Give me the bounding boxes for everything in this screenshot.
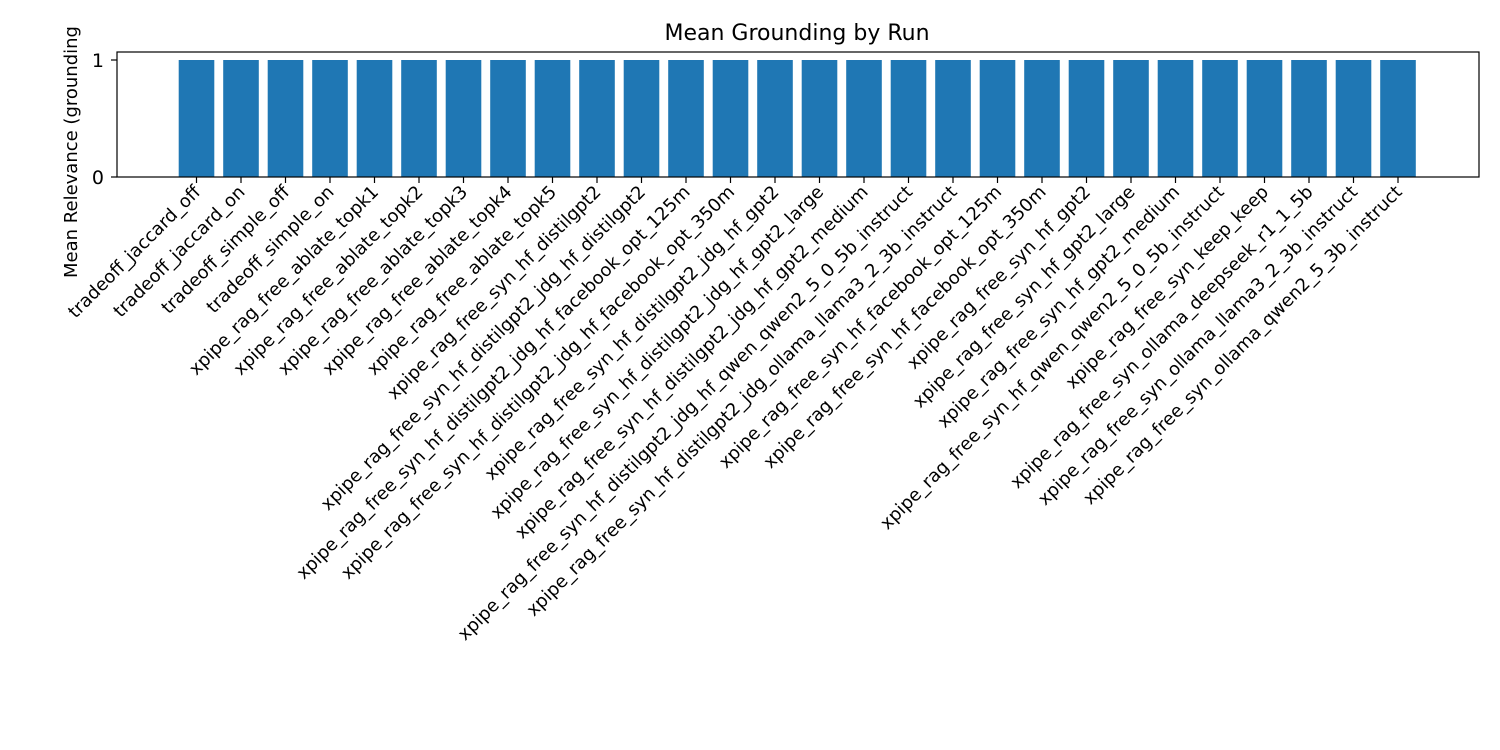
bar xyxy=(846,60,882,177)
bar xyxy=(668,60,704,177)
y-tick-label: 1 xyxy=(92,50,104,72)
y-axis-ticks: 01 xyxy=(92,50,117,189)
bar xyxy=(445,60,482,177)
bar xyxy=(1113,60,1149,177)
bar xyxy=(623,60,660,177)
bar xyxy=(935,60,971,177)
y-tick-label: 0 xyxy=(92,167,104,189)
bar xyxy=(1024,60,1060,177)
chart-title: Mean Grounding by Run xyxy=(664,21,929,46)
y-axis-label: Mean Relevance (grounding xyxy=(61,26,82,278)
x-axis-ticks: tradeoff_jaccard_offtradeoff_jaccard_ont… xyxy=(64,177,1407,645)
bar xyxy=(1291,60,1327,177)
bars-layer xyxy=(178,60,1416,177)
bar xyxy=(490,60,526,177)
bar xyxy=(801,60,838,177)
bar xyxy=(267,60,304,177)
bar xyxy=(1202,60,1238,177)
bar xyxy=(757,60,793,177)
bar xyxy=(1068,60,1105,177)
bar xyxy=(534,60,571,177)
bar xyxy=(223,60,259,177)
bar xyxy=(579,60,615,177)
bar xyxy=(890,60,927,177)
plot-frame xyxy=(116,51,1480,178)
bar xyxy=(1380,60,1416,177)
bar xyxy=(1157,60,1194,177)
bar xyxy=(356,60,393,177)
bar xyxy=(1246,60,1283,177)
bar xyxy=(979,60,1016,177)
bar xyxy=(1335,60,1372,177)
bar xyxy=(312,60,348,177)
bar xyxy=(178,60,215,177)
bar xyxy=(712,60,749,177)
bar xyxy=(401,60,437,177)
